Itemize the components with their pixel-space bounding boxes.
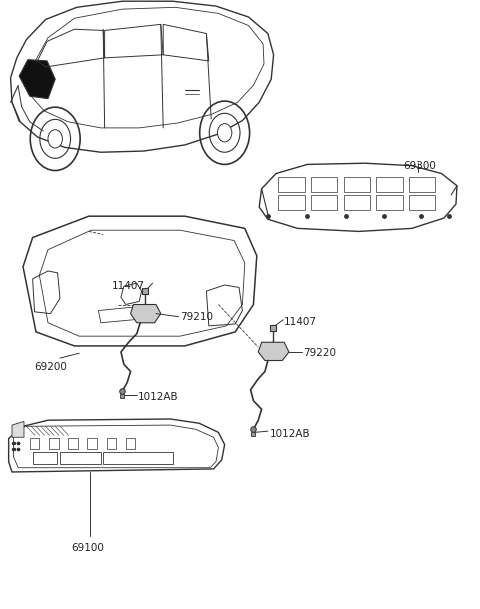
Polygon shape bbox=[131, 304, 161, 323]
Text: 79220: 79220 bbox=[303, 348, 336, 358]
Circle shape bbox=[48, 130, 62, 148]
Polygon shape bbox=[19, 60, 55, 99]
Polygon shape bbox=[9, 419, 225, 472]
Polygon shape bbox=[12, 421, 24, 437]
Text: 69200: 69200 bbox=[35, 362, 67, 371]
Text: 69100: 69100 bbox=[71, 543, 104, 553]
Polygon shape bbox=[258, 342, 289, 361]
Text: 79210: 79210 bbox=[180, 312, 213, 322]
Polygon shape bbox=[259, 163, 457, 231]
Text: 11407: 11407 bbox=[284, 317, 317, 326]
Polygon shape bbox=[11, 1, 274, 152]
Text: 11407: 11407 bbox=[111, 281, 144, 291]
Circle shape bbox=[217, 124, 232, 142]
Text: 1012AB: 1012AB bbox=[270, 429, 311, 438]
Text: 1012AB: 1012AB bbox=[138, 392, 179, 402]
Polygon shape bbox=[23, 216, 257, 346]
Text: 69300: 69300 bbox=[403, 161, 436, 171]
